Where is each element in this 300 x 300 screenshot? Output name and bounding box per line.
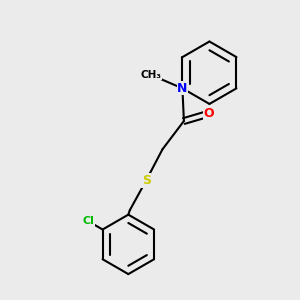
Text: N: N	[177, 82, 188, 95]
Text: O: O	[204, 107, 214, 120]
Text: S: S	[142, 174, 151, 187]
Text: Cl: Cl	[82, 216, 94, 226]
Text: CH₃: CH₃	[141, 70, 162, 80]
